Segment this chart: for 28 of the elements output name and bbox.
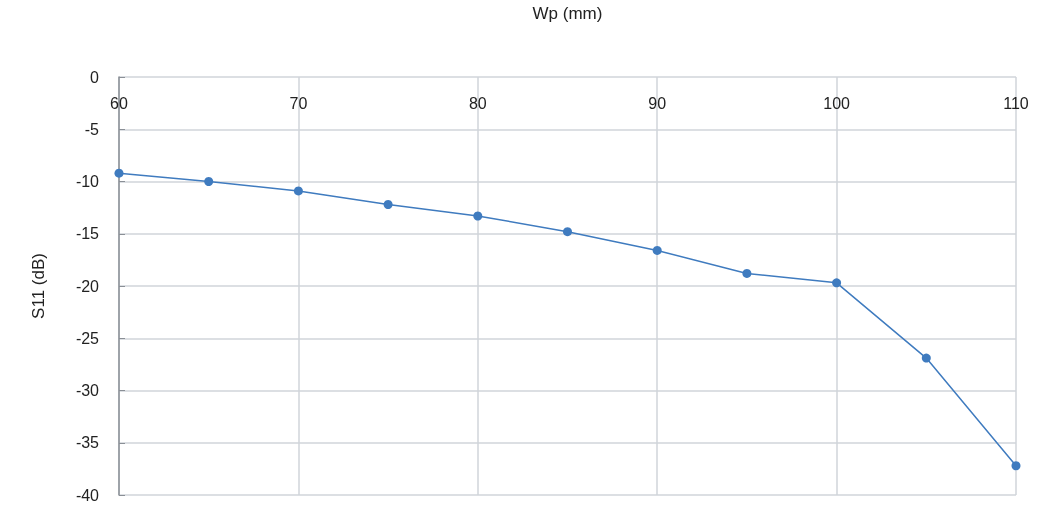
- y-tick-label: -40: [75, 486, 100, 504]
- point: [921, 353, 931, 363]
- point: [383, 199, 393, 209]
- x-tick-label: 90: [648, 94, 667, 112]
- y-tick-label: 0: [90, 68, 100, 86]
- point: [114, 168, 124, 178]
- y-axis-title: S11 (dB): [29, 253, 48, 319]
- y-tick-label: -10: [75, 173, 100, 190]
- y-tick-label: -25: [75, 329, 100, 347]
- x-tick-label: 60: [110, 94, 128, 112]
- x-tick-label: 100: [823, 94, 851, 112]
- point: [204, 177, 214, 186]
- y-tick-label: -15: [75, 225, 100, 243]
- x-axis-title: Wp (mm): [532, 4, 603, 23]
- x-tick-label: 70: [289, 94, 308, 112]
- point: [652, 245, 662, 255]
- point: [742, 268, 752, 278]
- y-tick-label: -30: [75, 382, 100, 399]
- y-tick-label: -20: [75, 277, 100, 295]
- x-tick-label: 110: [1003, 94, 1029, 112]
- point: [832, 278, 842, 288]
- point: [473, 211, 483, 221]
- x-tick-label: 80: [468, 94, 487, 112]
- y-tick-label: -5: [84, 120, 100, 138]
- point: [1011, 461, 1021, 471]
- point: [563, 227, 572, 237]
- y-tick-label: -35: [75, 434, 100, 452]
- point: [293, 186, 303, 196]
